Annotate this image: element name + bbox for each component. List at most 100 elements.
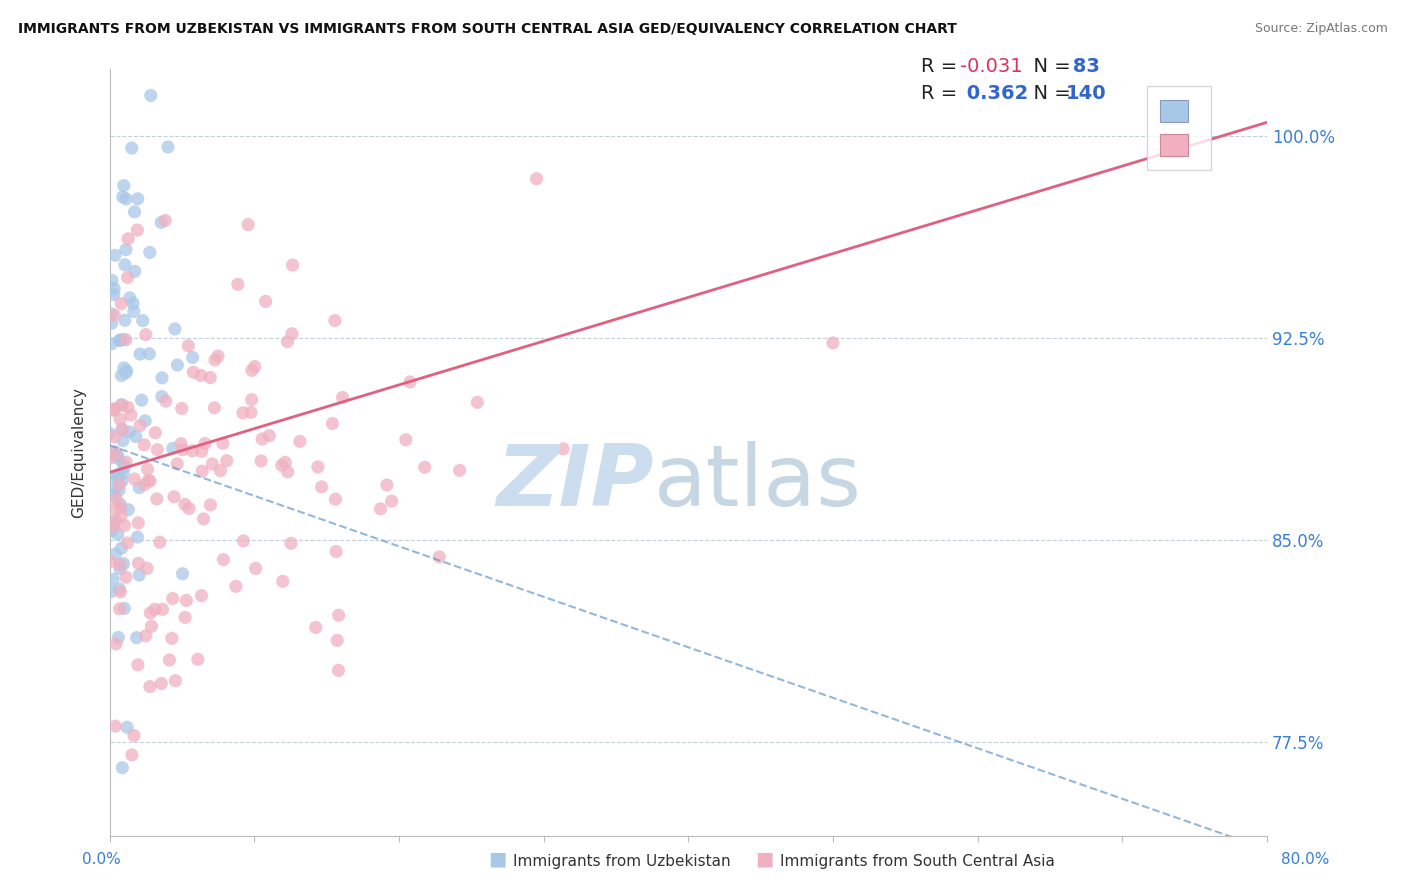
Point (115, 192, 138, 206)
Point (135, 327, 157, 342)
Text: -0.031: -0.031 (960, 57, 1024, 77)
Point (150, 371, 173, 385)
Point (115, 364, 138, 378)
Point (307, 459, 329, 474)
Point (134, 414, 156, 428)
Point (271, 574, 294, 589)
Point (159, 653, 181, 667)
Point (325, 492, 347, 507)
Point (131, 313, 153, 327)
Point (277, 465, 299, 479)
Point (108, 582, 131, 596)
Point (134, 477, 156, 491)
Text: 0.0%: 0.0% (82, 852, 121, 867)
Point (177, 501, 200, 516)
Point (104, 719, 127, 733)
Point (150, 676, 173, 690)
Point (107, 467, 129, 482)
Point (226, 277, 249, 292)
Point (108, 333, 131, 347)
Point (170, 436, 193, 450)
Point (181, 351, 204, 365)
Point (332, 391, 354, 405)
Point (276, 334, 298, 349)
Point (163, 490, 186, 504)
Point (105, 491, 128, 506)
Point (104, 430, 127, 444)
Point (146, 491, 169, 506)
Point (101, 273, 124, 287)
Text: ■: ■ (488, 850, 506, 869)
Point (108, 602, 131, 616)
Point (281, 326, 304, 341)
Point (111, 190, 134, 204)
Point (115, 366, 138, 380)
Point (104, 547, 127, 561)
Point (194, 436, 217, 450)
Point (112, 457, 135, 471)
Point (103, 308, 125, 322)
Point (166, 358, 188, 372)
Point (115, 455, 138, 469)
Text: 83: 83 (1066, 57, 1099, 77)
Point (326, 633, 349, 648)
Point (100, 317, 122, 331)
Point (100, 584, 122, 599)
Point (170, 401, 193, 416)
Point (110, 541, 132, 556)
Point (101, 516, 124, 530)
Point (413, 460, 436, 475)
Point (323, 313, 346, 327)
Point (114, 313, 136, 327)
Point (107, 631, 129, 645)
Point (225, 579, 247, 593)
Point (114, 333, 136, 347)
Point (395, 433, 418, 447)
Point (181, 443, 204, 458)
Point (125, 631, 148, 645)
Point (240, 363, 263, 377)
Point (311, 480, 333, 494)
Point (449, 463, 471, 477)
Point (190, 589, 212, 603)
Point (110, 412, 132, 426)
Point (156, 140, 179, 154)
Point (427, 549, 450, 564)
Point (381, 494, 404, 508)
Point (193, 512, 215, 526)
Point (103, 287, 125, 301)
Point (274, 455, 297, 469)
Point (104, 481, 127, 495)
Point (370, 501, 392, 516)
Point (160, 632, 183, 646)
Point (155, 213, 177, 227)
Point (207, 349, 229, 363)
Point (111, 467, 134, 481)
Point (117, 270, 139, 285)
Point (111, 761, 134, 775)
Point (110, 509, 132, 524)
Point (103, 520, 125, 534)
Point (191, 464, 214, 478)
Text: R =: R = (921, 57, 963, 77)
Point (465, 395, 488, 409)
Y-axis label: GED/Equivalency: GED/Equivalency (72, 387, 86, 517)
Point (288, 434, 311, 449)
Point (115, 243, 138, 257)
Point (200, 498, 222, 512)
Point (150, 390, 173, 404)
Point (112, 601, 135, 615)
Point (110, 497, 132, 511)
Point (200, 370, 222, 384)
Point (280, 536, 302, 550)
Point (325, 544, 347, 558)
Point (270, 458, 292, 473)
Point (139, 606, 162, 620)
Point (117, 232, 139, 246)
Point (112, 557, 135, 571)
Point (162, 442, 184, 456)
Point (121, 747, 143, 762)
Point (136, 462, 159, 476)
Point (259, 428, 281, 442)
Point (124, 472, 146, 486)
